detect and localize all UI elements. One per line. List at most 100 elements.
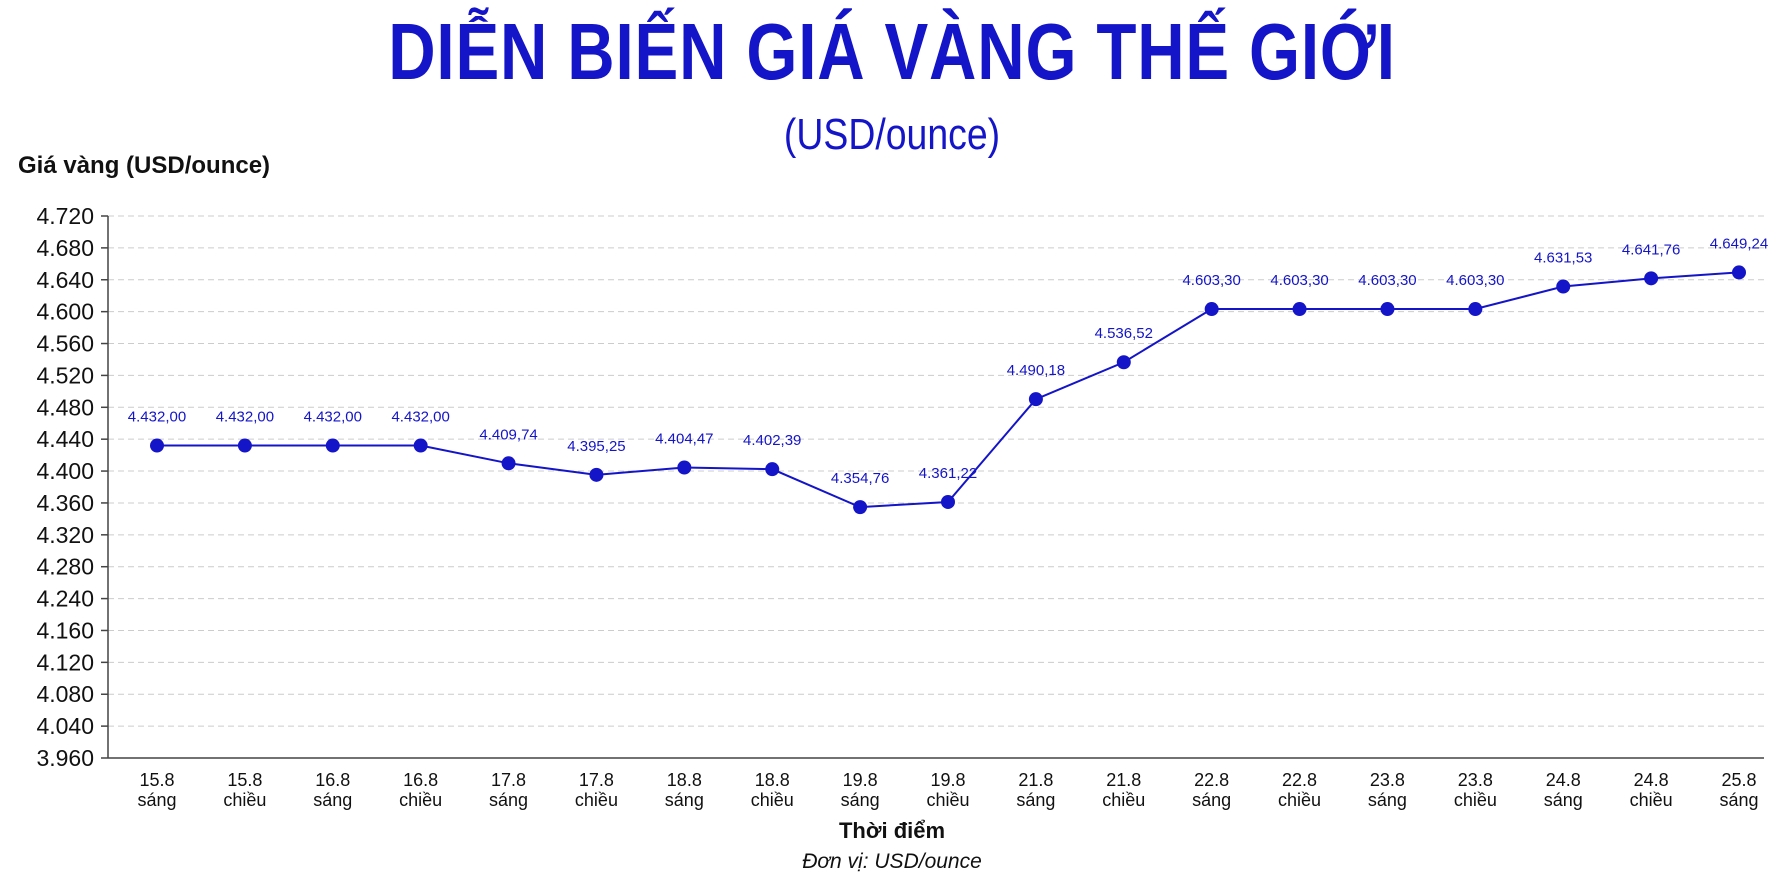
x-tick-label: chiều [1278, 790, 1321, 810]
y-tick-label: 3.960 [36, 745, 94, 771]
y-tick-label: 4.480 [36, 394, 94, 420]
unit-note: Đơn vị: USD/ounce [802, 850, 982, 873]
data-label: 4.649,24 [1710, 235, 1768, 252]
x-tick-label: 22.8 [1194, 770, 1229, 790]
x-tick-label: 22.8 [1282, 770, 1317, 790]
y-tick-label: 4.520 [36, 362, 94, 388]
data-point [1732, 265, 1746, 280]
x-tick-label: chiều [223, 790, 266, 810]
x-tick-label: chiều [1630, 790, 1673, 810]
x-tick-label: 25.8 [1721, 770, 1756, 790]
data-label: 4.603,30 [1270, 272, 1328, 289]
data-point [1380, 302, 1395, 317]
data-point [1204, 302, 1219, 317]
x-tick-label: 17.8 [491, 770, 526, 790]
y-tick-label: 4.680 [36, 235, 94, 261]
x-tick-label: chiều [751, 790, 794, 810]
data-label: 4.490,18 [1007, 362, 1065, 379]
data-label: 4.641,76 [1622, 241, 1680, 258]
data-point [765, 462, 780, 477]
data-point [501, 456, 516, 471]
x-tick-label: 19.8 [930, 770, 965, 790]
y-tick-label: 4.400 [36, 458, 94, 484]
y-tick-label: 4.120 [36, 649, 94, 675]
y-tick-label: 4.600 [36, 299, 94, 325]
data-point [1644, 271, 1659, 286]
y-axis-label: Giá vàng (USD/ounce) [18, 152, 271, 179]
x-tick-label: 16.8 [403, 770, 438, 790]
x-tick-label: sáng [1368, 790, 1407, 810]
data-point [237, 438, 252, 453]
x-tick-label: sáng [1192, 790, 1231, 810]
x-tick-label: sáng [137, 790, 176, 810]
y-tick-label: 4.440 [36, 426, 94, 452]
x-axis-label: Thời điểm [838, 818, 946, 843]
y-tick-label: 4.160 [36, 617, 94, 643]
data-label: 4.432,00 [216, 409, 274, 426]
x-tick-label: sáng [1544, 790, 1583, 810]
data-point [150, 438, 164, 453]
data-label: 4.631,53 [1534, 250, 1592, 267]
x-tick-label: chiều [399, 790, 442, 810]
y-tick-label: 4.320 [36, 522, 94, 548]
data-point [589, 467, 604, 482]
x-tick-label: 24.8 [1634, 770, 1669, 790]
x-tick-label: sáng [841, 790, 880, 810]
y-tick-label: 4.360 [36, 490, 94, 516]
data-point [1292, 302, 1307, 317]
data-label: 4.536,52 [1095, 325, 1153, 342]
x-tick-label: sáng [489, 790, 528, 810]
x-tick-label: 23.8 [1458, 770, 1493, 790]
y-tick-label: 4.240 [36, 586, 94, 612]
y-tick-label: 4.720 [36, 203, 94, 229]
data-point [941, 494, 955, 509]
data-label: 4.409,74 [479, 426, 537, 443]
data-label: 4.402,39 [743, 432, 801, 449]
data-label: 4.603,30 [1358, 272, 1416, 289]
x-tick-label: chiều [1454, 790, 1497, 810]
x-tick-label: sáng [1016, 790, 1055, 810]
data-label: 4.603,30 [1182, 272, 1240, 289]
y-tick-label: 4.080 [36, 681, 94, 707]
x-tick-label: 17.8 [579, 770, 614, 790]
x-tick-label: 15.8 [139, 770, 174, 790]
data-point [325, 438, 340, 453]
data-point [853, 500, 868, 515]
x-tick-label: chiều [575, 790, 618, 810]
x-tick-label: 18.8 [755, 770, 790, 790]
data-point [1468, 302, 1483, 317]
x-tick-label: 23.8 [1370, 770, 1405, 790]
x-tick-label: 16.8 [315, 770, 350, 790]
y-tick-label: 4.280 [36, 554, 94, 580]
data-label: 4.395,25 [567, 438, 625, 455]
x-tick-label: 18.8 [667, 770, 702, 790]
x-tick-label: sáng [313, 790, 352, 810]
y-tick-label: 4.560 [36, 331, 94, 357]
x-tick-label: 15.8 [227, 770, 262, 790]
data-label: 4.404,47 [655, 430, 713, 447]
data-label: 4.432,00 [304, 409, 362, 426]
x-tick-label: chiều [1102, 790, 1145, 810]
x-tick-label: sáng [1719, 790, 1758, 810]
data-point [1116, 355, 1131, 370]
data-label: 4.432,00 [128, 409, 186, 426]
x-tick-label: 19.8 [843, 770, 878, 790]
data-point [413, 438, 428, 453]
data-point [1028, 392, 1043, 407]
chart-title: DIỄN BIẾN GIÁ VÀNG THẾ GIỚI [388, 7, 1396, 96]
data-label: 4.354,76 [831, 470, 889, 487]
x-tick-label: 21.8 [1106, 770, 1141, 790]
chart-subtitle: (USD/ounce) [783, 110, 1001, 159]
data-point [1556, 279, 1571, 294]
x-tick-label: sáng [665, 790, 704, 810]
data-label: 4.361,22 [919, 465, 977, 482]
data-label: 4.432,00 [391, 409, 449, 426]
x-tick-label: 24.8 [1546, 770, 1581, 790]
y-tick-label: 4.640 [36, 267, 94, 293]
data-label: 4.603,30 [1446, 272, 1504, 289]
x-tick-label: chiều [926, 790, 969, 810]
data-point [677, 460, 692, 475]
y-tick-label: 4.040 [36, 713, 94, 739]
x-tick-label: 21.8 [1018, 770, 1053, 790]
